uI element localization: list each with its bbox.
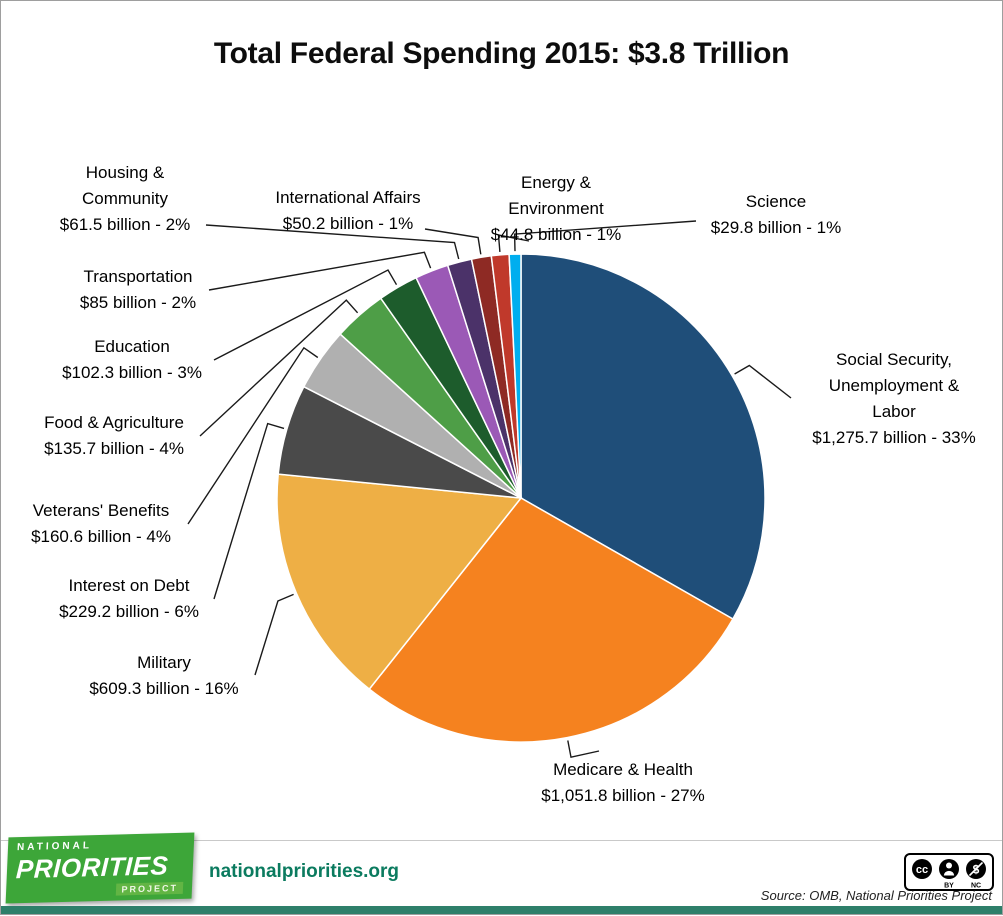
website-link[interactable]: nationalpriorities.org [209,861,399,883]
pie-label-value: $61.5 billion - 2% [59,215,191,234]
cc-icon-label: cc [916,864,928,876]
logo-text-priorities: PRIORITIES [15,850,170,885]
pie-label-international-affairs: International Affairs $50.2 billion - 1% [275,185,420,237]
pie-label-name-line: International Affairs [275,188,421,207]
leader-line-food-agriculture [199,299,359,437]
pie-label-name-line: Medicare & Health [553,760,693,779]
pie-slice-social-security [520,253,766,621]
pie-label-education: Education $102.3 billion - 3% [62,334,202,386]
creative-commons-license-badge[interactable]: cc $ BY NC [904,853,994,891]
leader-line-military [254,593,294,676]
pie-label-transportation: Transportation $85 billion - 2% [80,264,196,316]
pie-label-military: Military $609.3 billion - 16% [89,650,238,702]
pie-label-name-line: Food & Agriculture [44,413,184,432]
pie-label-value: $135.7 billion - 4% [44,439,184,458]
pie-label-name-line: Community [82,189,168,208]
pie-label-interest-on-debt: Interest on Debt $229.2 billion - 6% [59,573,199,625]
website-name: nationalpriorities [209,861,364,882]
pie-label-name-line: Education [94,337,170,356]
pie-label-name-line: Transportation [83,267,193,286]
leader-line-international-affairs [424,228,482,255]
pie-label-medicare-health: Medicare & Health $1,051.8 billion - 27% [541,757,705,809]
pie-label-name-line: Unemployment & [828,376,960,395]
license-by-label: BY [944,883,954,890]
pie-label-name-line: Science [745,192,807,211]
leader-line-veterans-benefits [187,346,319,525]
pie-label-value: $85 billion - 2% [79,293,197,312]
leader-line-energy-environment [497,234,530,252]
cc-icon [912,859,932,879]
person-head [946,862,952,869]
person-body [943,870,955,876]
pie-label-value: $44.8 billion - 1% [490,225,622,244]
pie-label-housing-community: Housing & Community $61.5 billion - 2% [60,160,190,238]
pie-label-social-security: Social Security, Unemployment & Labor $1,27… [812,347,976,451]
pie-label-value: $229.2 billion - 6% [59,602,199,621]
leader-line-education [213,269,398,361]
pie-label-name-line: Social Security, [836,350,952,369]
pie-label-value: $1,051.8 billion - 27% [541,786,705,805]
pie-label-value: $1,275.7 billion - 33% [812,428,976,447]
pie-label-name-line: Housing & [85,163,165,182]
leader-line-social-security [734,364,792,399]
pie-label-value: $102.3 billion - 3% [62,363,202,382]
website-tld: .org [363,861,400,882]
pie-label-energy-environment: Energy & Environment $44.8 billion - 1% [491,170,621,248]
pie-label-name-line: Environment [508,199,604,218]
pie-label-value: $50.2 billion - 1% [282,214,414,233]
national-priorities-project-logo[interactable]: NATIONAL PRIORITIES PROJECT [5,832,195,904]
pie-label-value: $609.3 billion - 16% [89,679,239,698]
pie-label-science: Science $29.8 billion - 1% [711,189,841,241]
pie-label-value: $160.6 billion - 4% [31,527,171,546]
pie-label-name-line: Interest on Debt [68,576,190,595]
leader-line-transportation [208,251,432,291]
footer-accent-bar [1,906,1002,914]
pie-label-food-agriculture: Food & Agriculture $135.7 billion - 4% [44,410,184,462]
attribution-person-icon [939,859,959,879]
page-title: Total Federal Spending 2015: $3.8 Trilli… [213,37,790,70]
pie-label-name-line: Labor [872,402,916,421]
leader-line-interest-on-debt [213,422,285,600]
license-nc-label: NC [971,883,981,890]
pie-slice-science [508,253,522,499]
footer: NATIONAL PRIORITIES PROJECT nationalprio… [1,832,1002,914]
dollar-strike [968,861,984,877]
pie-label-name-line: Energy & [521,173,591,192]
leader-line-science [513,220,697,252]
pie-label-veterans-benefits: Veterans' Benefits $160.6 billion - 4% [31,498,171,550]
pie-slice-medicare-health [368,497,734,743]
pie-slice-military [276,473,523,691]
pie-label-name-line: Veterans' Benefits [32,501,170,520]
leader-line-medicare-health [567,740,600,759]
leader-line-housing-community [205,224,460,260]
pie-label-name-line: Military [137,653,191,672]
pie-label-value: $29.8 billion - 1% [710,218,842,237]
source-attribution: Source: OMB, National Priorities Project [760,888,992,903]
